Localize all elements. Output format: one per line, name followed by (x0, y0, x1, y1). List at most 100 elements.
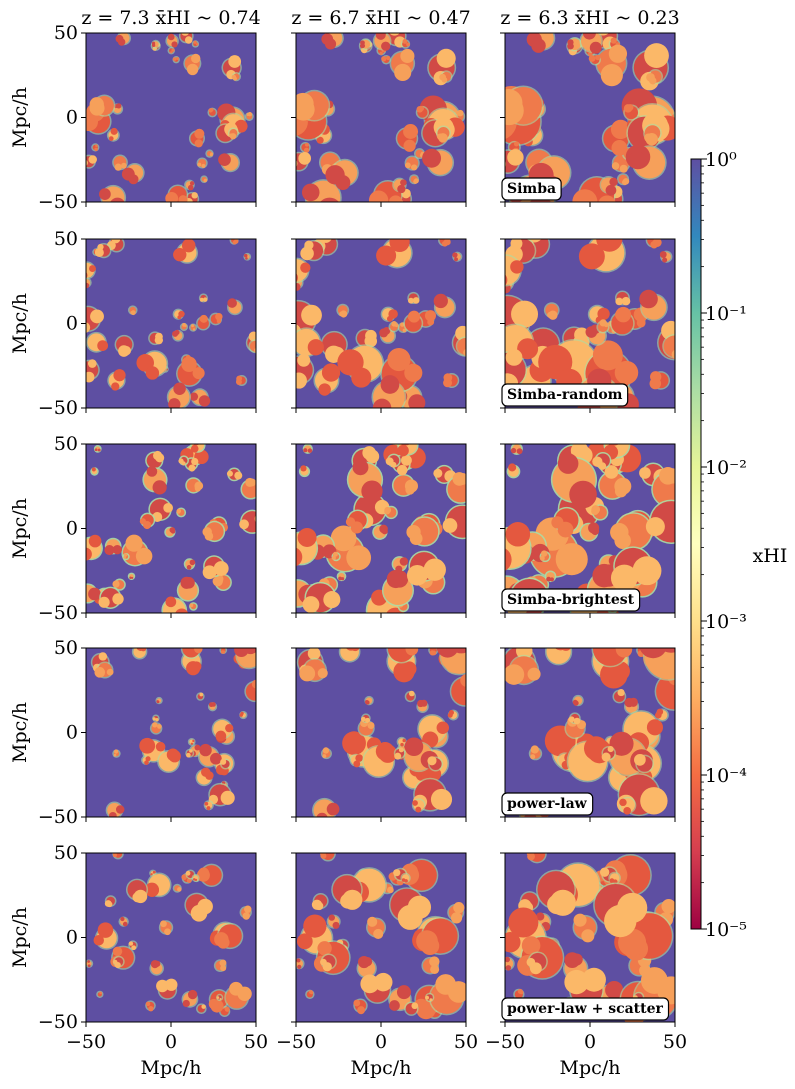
bubble-lobe (198, 395, 211, 407)
bubble-lobe (301, 304, 322, 326)
bubble-lobe (248, 478, 256, 487)
bubble-lobe (194, 744, 201, 751)
bubble-lobe (436, 721, 450, 734)
bubble-lobe (309, 990, 313, 994)
bubble-lobe (517, 988, 523, 994)
bubble-lobe (155, 453, 165, 463)
bubble-lobe (112, 580, 120, 588)
column-title: z = 6.3 x̄HI ~ 0.23 (500, 7, 679, 29)
bubble-lobe (505, 965, 512, 971)
bubble-lobe (596, 239, 623, 252)
bubble-lobe (322, 747, 330, 754)
bubble-lobe (115, 805, 125, 814)
bubble-lobe (640, 295, 652, 308)
bubble-lobe (184, 36, 193, 44)
bubble-lobe (234, 648, 249, 657)
bubble-lobe (296, 283, 301, 291)
x-tick-label: −50 (485, 1031, 525, 1053)
bubble-lobe (185, 870, 191, 876)
bubble-lobe (364, 699, 369, 704)
bubble-lobe (513, 141, 519, 147)
bubble-lobe (388, 195, 403, 202)
bubble-lobe (191, 324, 195, 328)
bubble-lobe (189, 392, 199, 401)
bubble-lobe (447, 712, 453, 718)
bubble-lobe (164, 928, 171, 936)
bubble-lobe (123, 556, 126, 559)
bubble-lobe (136, 648, 145, 652)
bubble-lobe (94, 448, 98, 452)
bubble-lobe (398, 747, 404, 753)
y-tick-label: 0 (66, 313, 78, 335)
bubble-lobe (539, 555, 545, 561)
bubble-lobe (203, 179, 207, 183)
bubble-lobe (181, 356, 197, 372)
bubble-lobe (568, 716, 575, 723)
bubble-lobe (384, 506, 392, 514)
bubble-lobe (442, 518, 458, 533)
bubble-lobe (194, 878, 198, 882)
bubble-lobe (405, 648, 419, 656)
ionized-bubble (340, 648, 359, 662)
bubble-lobe (338, 576, 342, 581)
bubble-lobe (176, 508, 182, 514)
bubble-lobe (282, 589, 294, 601)
bubble-lobe (379, 328, 389, 338)
bubble-lobe (214, 932, 229, 947)
bubble-lobe (177, 315, 182, 320)
bubble-lobe (297, 353, 311, 367)
bubble-lobe (402, 328, 407, 333)
bubble-lobe (131, 576, 134, 579)
bubble-lobe (255, 347, 256, 351)
bubble-lobe (219, 997, 222, 1000)
bubble-lobe (510, 260, 524, 274)
bubble-lobe (505, 274, 508, 286)
y-tick-label: 50 (54, 228, 78, 250)
bubble-lobe (424, 153, 438, 167)
bubble-lobe (588, 522, 600, 534)
bubble-lobe (324, 38, 337, 50)
bubble-lobe (308, 341, 323, 356)
x-axis-label: Mpc/h (351, 1057, 412, 1079)
bubble-lobe (564, 952, 581, 969)
bubble-lobe (201, 767, 211, 777)
bubble-lobe (387, 348, 411, 372)
bubble-lobe (307, 648, 321, 660)
bubble-lobe (117, 38, 126, 46)
bubble-lobe (403, 124, 419, 139)
panel: −50 0 50 Mpc/h (276, 852, 478, 1079)
x-axis-label: Mpc/h (141, 1057, 202, 1079)
bubble-lobe (385, 457, 394, 466)
bubble-lobe (301, 466, 306, 471)
bubble-lobe (242, 912, 250, 920)
bubble-lobe (296, 98, 315, 121)
bubble-lobe (326, 802, 340, 816)
bubble-lobe (112, 946, 123, 957)
bubble-lobe (404, 363, 423, 382)
bubble-lobe (330, 525, 357, 552)
bubble-lobe (396, 464, 408, 476)
bubble-lobe (176, 57, 179, 60)
bubble-lobe (151, 41, 156, 45)
bubble-lobe (181, 874, 188, 880)
bubble-lobe (436, 48, 456, 68)
bubble-lobe (361, 480, 383, 502)
bubble-lobe (400, 179, 407, 186)
bubble-lobe (144, 760, 149, 765)
bubble-lobe (187, 989, 198, 1000)
bubble-lobe (332, 921, 340, 929)
column-title: z = 6.7 x̄HI ~ 0.47 (291, 7, 470, 29)
bubble-lobe (611, 140, 628, 156)
bubble-lobe (189, 749, 193, 753)
bubble-lobe (617, 688, 625, 697)
bubble-lobe (617, 892, 648, 923)
ionized-bubble (663, 335, 675, 357)
bubble-lobe (120, 916, 125, 922)
bubble-lobe (508, 907, 539, 938)
bubble-lobe (412, 800, 418, 806)
bubble-lobe (423, 558, 446, 581)
bubble-lobe (353, 760, 361, 768)
bubble-lobe (203, 297, 208, 302)
bubble-lobe (255, 686, 256, 694)
bubble-lobe (87, 960, 91, 963)
